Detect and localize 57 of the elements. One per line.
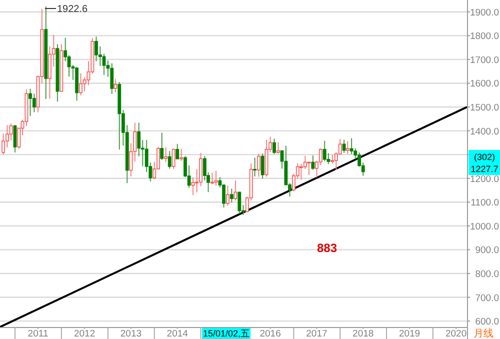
candlestick	[28, 88, 32, 117]
candlestick	[94, 36, 98, 62]
candlestick	[180, 148, 184, 162]
text: 1227.7	[470, 164, 498, 174]
text: (302)	[474, 152, 496, 162]
candlestick	[346, 140, 350, 154]
candlestick	[164, 146, 168, 163]
candlestick	[322, 140, 326, 162]
x-tick-label: 2016	[260, 328, 281, 339]
candlestick	[9, 122, 13, 141]
x-tick-label: 2012	[74, 328, 96, 339]
candlestick	[226, 185, 230, 206]
y-tick-label: 1800.0	[470, 31, 499, 42]
candlestick	[257, 153, 260, 178]
candlestick	[102, 53, 106, 76]
x-tick-label: 2013	[120, 328, 142, 339]
candlestick	[318, 148, 322, 166]
candlestick	[230, 188, 234, 204]
candlestick	[172, 148, 176, 170]
x-tick-label: 2017	[306, 328, 328, 339]
y-tick-label: 1500.0	[470, 102, 499, 114]
candlestick	[114, 78, 118, 93]
y-tick-label: 1900.0	[470, 7, 499, 18]
candlestick	[210, 172, 214, 185]
y-tick-label: 600.0	[475, 316, 499, 328]
x-tick-label: 2020	[445, 328, 467, 339]
x-tick-label: 2011	[28, 328, 48, 339]
text: 月线	[474, 328, 494, 339]
text: 15/01/02,五	[203, 328, 250, 338]
candlestick	[311, 155, 315, 170]
y-tick-label: 1200.0	[470, 174, 499, 185]
y-tick-label: 800.0	[475, 268, 499, 280]
candlestick	[176, 143, 180, 160]
candlestick	[276, 142, 280, 154]
candlestick	[238, 191, 242, 214]
candlestick	[79, 72, 82, 96]
annotation: 1922.6	[57, 4, 88, 15]
y-tick-label: 1100.0	[470, 198, 499, 209]
y-tick-label: 1000.0	[470, 221, 499, 232]
y-tick-label: 900.0	[475, 245, 499, 256]
candlestick	[342, 139, 346, 154]
candlestick	[160, 132, 164, 161]
candlestick	[110, 62, 114, 94]
annotation: 883	[316, 241, 338, 255]
candlestick	[350, 138, 354, 155]
candlestick	[307, 161, 311, 176]
candlestick	[168, 150, 172, 170]
x-tick-label: 2019	[398, 328, 420, 339]
y-tick-label: 1600.0	[470, 78, 499, 90]
y-tick-label: 1700.0	[470, 54, 499, 66]
candlestick	[272, 138, 276, 155]
x-tick-label: 2014	[166, 328, 188, 339]
x-tick-label: 2018	[352, 328, 374, 339]
y-tick-label: 1400.0	[470, 126, 499, 138]
candlestick	[260, 153, 264, 180]
y-tick-label: 700.0	[475, 292, 499, 304]
candlestick	[253, 157, 256, 177]
